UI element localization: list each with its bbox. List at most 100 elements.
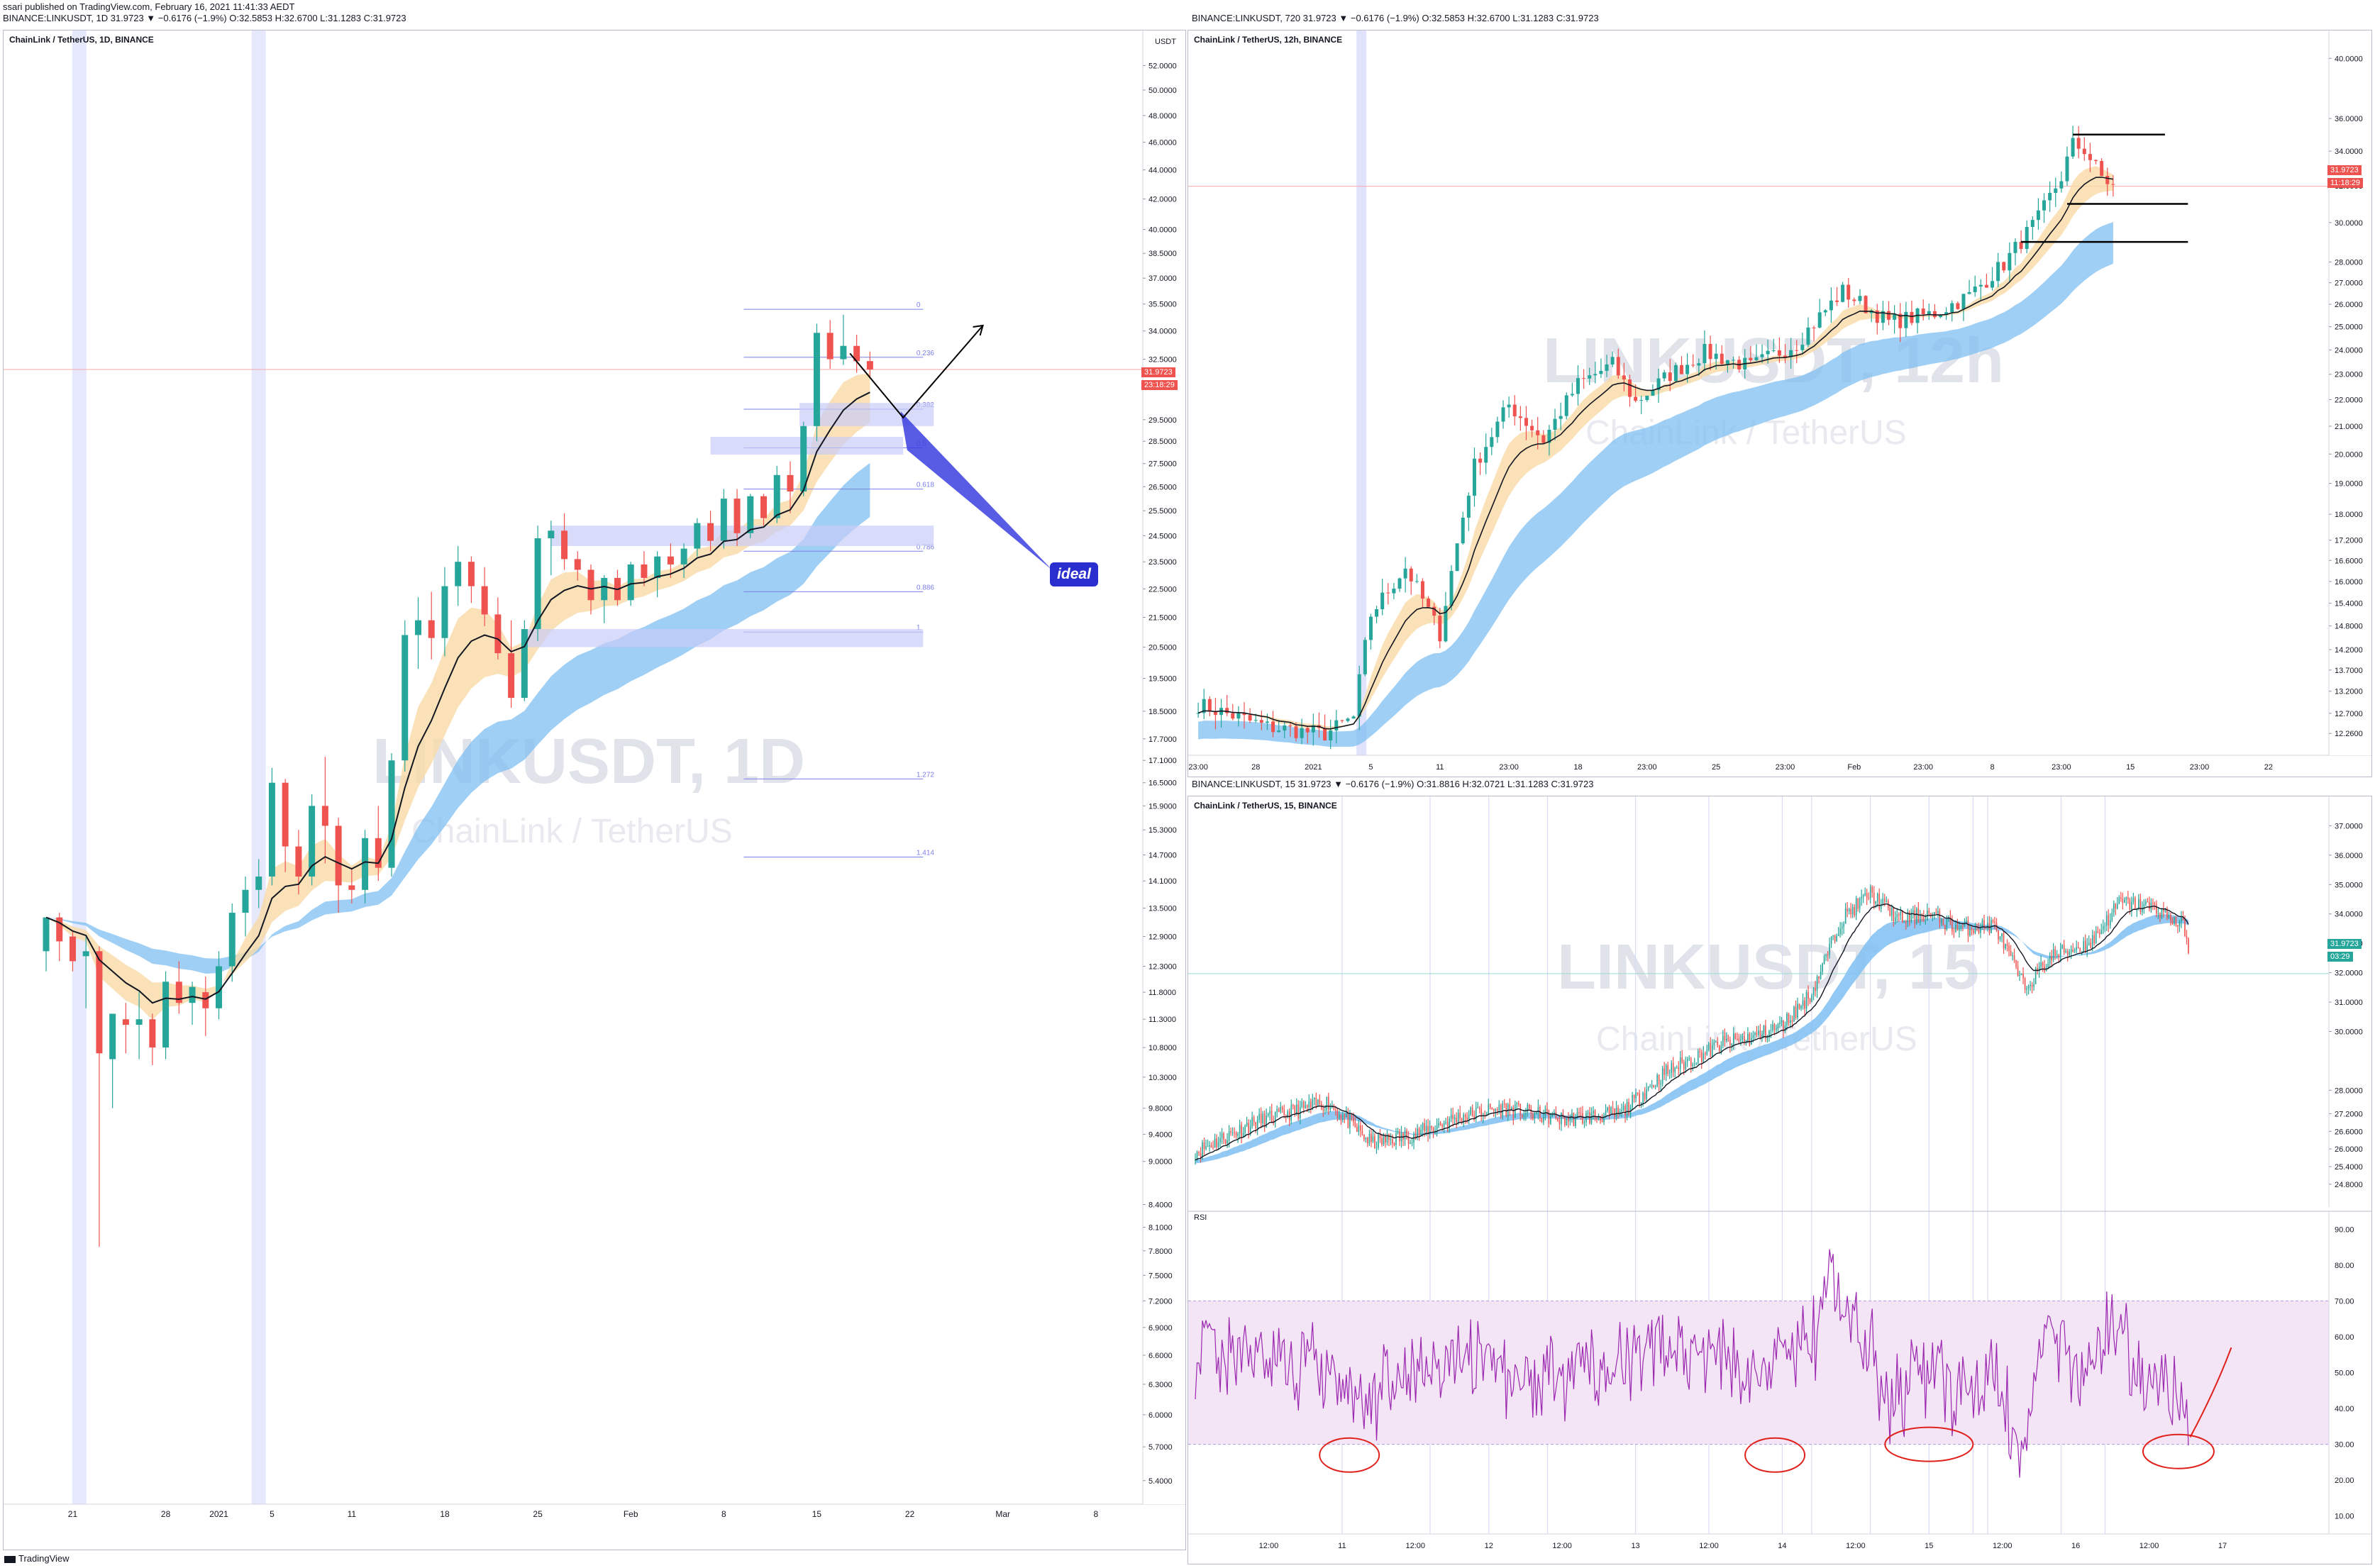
h12-chart-panel[interactable]: LINKUSDT, 12h ChainLink / TetherUS 23:00… xyxy=(1188,30,2372,777)
m15-candle-144 xyxy=(1450,1115,1452,1119)
daily-candle-10 xyxy=(175,982,182,1003)
daily-price-tick-33: 12.3000 xyxy=(1148,963,1177,972)
h12-candle-115 xyxy=(1858,296,1862,301)
m15-candle-533 xyxy=(2142,908,2143,912)
m15-candle-296 xyxy=(1720,1045,1722,1052)
m15-candle-226 xyxy=(1596,1118,1598,1119)
m15-candlestick-svg[interactable]: 12:00 11 12:00 12 12:00 13 12:00 14 12:00 15 12:00… xyxy=(1188,796,2371,1564)
m15-candle-422 xyxy=(1944,925,1946,930)
m15-candle-321 xyxy=(1765,1025,1766,1039)
m15-candle-55 xyxy=(1292,1104,1294,1106)
m15-candle-62 xyxy=(1305,1105,1307,1108)
daily-price-axis-bg xyxy=(1143,30,1185,1504)
m15-candle-342 xyxy=(1802,1000,1804,1006)
h12-time-tick-4: 11 xyxy=(1436,763,1444,772)
daily-chart-panel[interactable]: LINKUSDT, 1D ChainLink / TetherUS 0 0.236… xyxy=(3,30,1186,1550)
daily-price-tick-38: 9.8000 xyxy=(1148,1105,1173,1113)
daily-candle-25 xyxy=(375,838,382,868)
m15-candle-436 xyxy=(1969,928,1971,936)
m15-candle-417 xyxy=(1935,912,1937,913)
h12-time-tick-10: Feb xyxy=(1847,763,1861,772)
h12-candle-129 xyxy=(1939,315,1943,318)
daily-price-tick-39: 9.4000 xyxy=(1148,1130,1173,1139)
m15-candle-37 xyxy=(1260,1113,1262,1124)
m15-candle-434 xyxy=(1966,920,1967,923)
m15-candle-423 xyxy=(1946,919,1948,930)
h12-candle-133 xyxy=(1961,294,1966,309)
h12-candle-78 xyxy=(1645,395,1649,401)
m15-candle-433 xyxy=(1964,922,1966,926)
m15-candle-386 xyxy=(1880,903,1882,909)
h12-candle-156 xyxy=(2094,160,2098,162)
m15-candle-497 xyxy=(2077,947,2079,949)
h12-time-tick-2: 2021 xyxy=(1305,763,1322,772)
h12-candle-81 xyxy=(1662,372,1666,379)
daily-candle-44 xyxy=(627,564,634,601)
m15-candle-87 xyxy=(1349,1115,1351,1128)
m15-candle-416 xyxy=(1934,912,1935,914)
daily-price-tick-28: 15.3000 xyxy=(1148,826,1177,835)
daily-candle-40 xyxy=(574,559,581,570)
m15-candle-260 xyxy=(1656,1074,1658,1086)
m15-candle-6 xyxy=(1205,1146,1207,1150)
m15-candle-335 xyxy=(1790,1020,1791,1023)
m15-candle-331 xyxy=(1783,1020,1784,1032)
h12-price-tick-6: 27.0000 xyxy=(2335,279,2363,288)
daily-price-tick-2: 48.0000 xyxy=(1148,112,1177,121)
daily-candle-45 xyxy=(641,564,648,578)
daily-time-tick-7: Feb xyxy=(624,1509,638,1519)
m15-candle-212 xyxy=(1571,1113,1573,1117)
m15-candle-73 xyxy=(1324,1110,1326,1111)
rsi-tick-5: 40.00 xyxy=(2335,1405,2354,1413)
h12-candle-106 xyxy=(1806,327,1810,345)
h12-price-tick-19: 15.4000 xyxy=(2335,600,2363,608)
h12-candle-101 xyxy=(1777,350,1781,356)
m15-candle-33 xyxy=(1253,1117,1255,1123)
m15-chart-panel[interactable]: LINKUSDT, 15 ChainLink / TetherUS 12:00 1… xyxy=(1188,796,2372,1564)
m15-candle-24 xyxy=(1237,1133,1239,1136)
daily-candle-22 xyxy=(335,825,342,886)
daily-time-tick-0: 21 xyxy=(68,1509,78,1519)
daily-candle-29 xyxy=(428,620,435,638)
m15-candle-210 xyxy=(1568,1118,1569,1122)
daily-candle-4 xyxy=(96,951,103,1054)
h12-time-tick-13: 23:00 xyxy=(2052,763,2071,772)
rsi-line xyxy=(1195,1249,2189,1478)
m15-candle-305 xyxy=(1737,1038,1738,1040)
m15-candle-382 xyxy=(1873,892,1875,904)
h12-candle-59 xyxy=(1536,430,1540,435)
m15-candle-158 xyxy=(1475,1108,1477,1120)
h12-candle-9 xyxy=(1248,715,1252,721)
m15-candle-523 xyxy=(2124,899,2125,903)
m15-candle-239 xyxy=(1619,1111,1621,1115)
m15-candle-141 xyxy=(1445,1122,1446,1123)
h12-candle-68 xyxy=(1588,375,1592,379)
m15-candle-320 xyxy=(1763,1025,1765,1035)
m15-candle-2 xyxy=(1198,1152,1200,1154)
daily-candlestick-svg[interactable]: 00.2360.3820.50.6180.7860.88611.2721.414… xyxy=(4,30,1185,1550)
m15-candle-137 xyxy=(1438,1123,1439,1126)
daily-candle-1 xyxy=(56,917,63,942)
h12-price-tick-0: 40.0000 xyxy=(2335,55,2363,63)
m15-candle-113 xyxy=(1395,1133,1397,1145)
h12-candle-75 xyxy=(1627,379,1632,397)
m15-candle-283 xyxy=(1697,1050,1699,1064)
rsi-tick-1: 80.00 xyxy=(2335,1262,2354,1270)
m15-candle-365 xyxy=(1843,923,1844,927)
h12-candle-139 xyxy=(1996,262,2000,282)
h12-candle-51 xyxy=(1490,437,1494,447)
daily-support-box-0 xyxy=(799,403,934,426)
daily-fib-label-7: 1 xyxy=(917,624,921,632)
m15-candle-384 xyxy=(1876,894,1878,902)
m15-candle-81 xyxy=(1339,1115,1340,1118)
m15-candle-153 xyxy=(1466,1117,1468,1121)
h12-candle-27 xyxy=(1351,716,1356,719)
h12-candlestick-svg[interactable]: 23:00 28 2021 5 11 23:00 18 23:00 25 23:00 Feb 23:0… xyxy=(1188,30,2371,777)
m15-price-tick-10: 26.6000 xyxy=(2335,1128,2363,1136)
rsi-marker-ellipse-3 xyxy=(2142,1433,2215,1469)
m15-candle-377 xyxy=(1864,893,1866,896)
m15-candle-43 xyxy=(1270,1111,1273,1121)
h12-candle-112 xyxy=(1841,284,1845,302)
m15-candle-459 xyxy=(2010,950,2012,957)
m15-candle-432 xyxy=(1962,925,1964,927)
